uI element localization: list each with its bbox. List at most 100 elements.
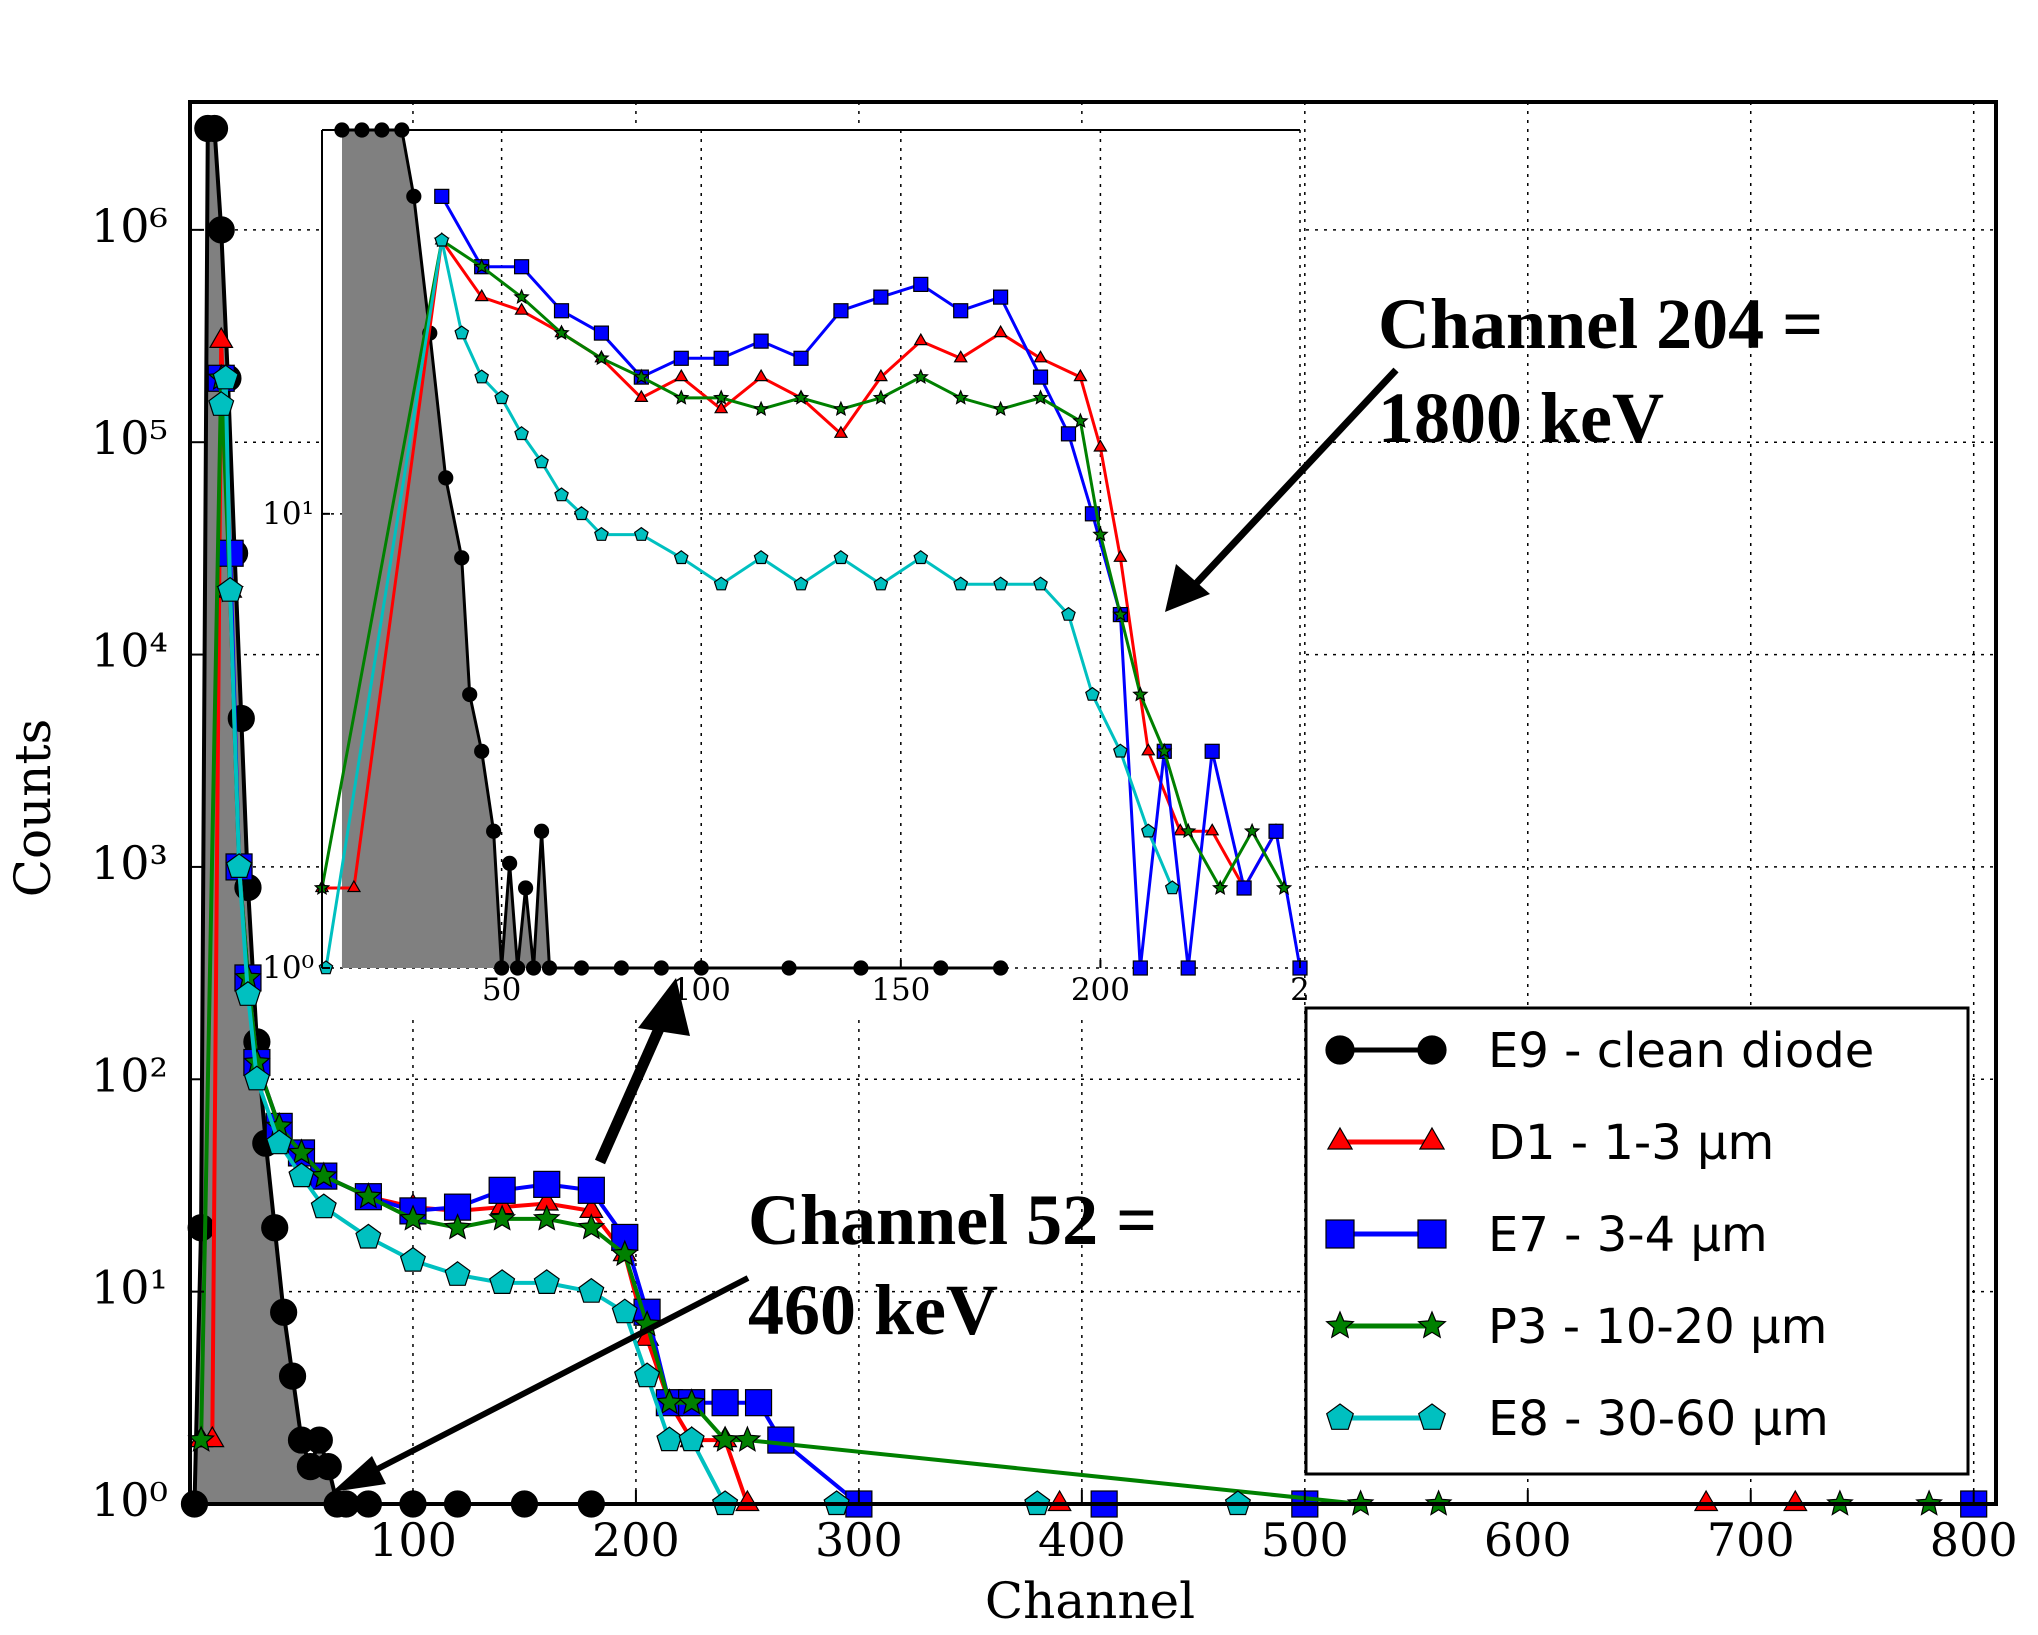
inset-series-4-point (494, 390, 510, 405)
inset-series-1-point (913, 332, 928, 346)
inset-x-tick-label: 150 (871, 972, 930, 1008)
main-series-4-point (399, 1246, 427, 1272)
inset-series-4-point (434, 232, 450, 247)
main-series-3-point (677, 1388, 706, 1415)
inset-series-2-point (1060, 426, 1077, 442)
main-series-3-point (287, 1138, 316, 1165)
inset-series-3-point (713, 389, 730, 405)
inset-series-4-point (873, 576, 889, 591)
legend-marker-end (1418, 1126, 1446, 1150)
main-series-4-point (355, 1223, 382, 1249)
inset-series-2-point (1268, 823, 1284, 839)
legend-marker-end (1417, 1403, 1447, 1430)
legend-marker-end (1417, 1310, 1447, 1339)
inset-series-2-point (434, 188, 450, 204)
main-series-4-point (225, 853, 253, 879)
annotation-channel-204-line2: 1800 keV (1378, 378, 1664, 458)
main-series-4-point (243, 1065, 271, 1091)
inset-series-4-point (1164, 880, 1180, 895)
inset-series-4-point (1112, 743, 1128, 758)
main-x-tick-label: 100 (369, 1513, 457, 1567)
main-series-3-point (488, 1204, 516, 1231)
annotation-channel-204-arrowhead (1165, 564, 1210, 612)
main-series-1-point (208, 326, 234, 348)
main-series-2-point (767, 1426, 795, 1454)
main-series-0-point (187, 1214, 215, 1242)
main-x-tick-label: 400 (1038, 1513, 1126, 1567)
inset-series-0-point (613, 960, 629, 976)
x-axis-label: Channel (985, 1572, 1195, 1630)
legend-item: E7 - 3-4 μm (1325, 1207, 1768, 1263)
main-series-0-fill (194, 128, 592, 1504)
inset-series-2-point (1032, 369, 1049, 385)
main-series-2-point (744, 1389, 773, 1417)
inset-series-4-point (993, 576, 1009, 591)
inset-series-1-point (993, 324, 1008, 338)
inset-series-3-point (593, 349, 610, 366)
inset-series-2-point (593, 325, 610, 341)
main-series-4-point (633, 1362, 661, 1388)
inset-series-0-point (993, 960, 1009, 976)
inset-series-3-point (992, 400, 1009, 417)
main-x-tick-label: 600 (1484, 1513, 1572, 1567)
main-series-3-point (610, 1239, 639, 1267)
inset-series-1-point (1093, 439, 1108, 452)
inset-series-3-point (1156, 742, 1173, 759)
inset-series-4-point (1085, 686, 1100, 701)
main-x-tick-label: 500 (1261, 1513, 1349, 1567)
annotation-channel-52-arrow (358, 1275, 750, 1481)
inset-series-2-point (993, 289, 1009, 305)
inset-series-3-point (1243, 822, 1261, 839)
inset-series-2-point (1180, 960, 1196, 976)
main-series-0-point (305, 1426, 333, 1454)
inset-series-4-point (454, 325, 470, 340)
main-series-4-point (217, 576, 244, 602)
inset-series-0-point (781, 960, 797, 976)
legend-item: D1 - 1-3 μm (1326, 1115, 1774, 1171)
main-y-tick-label: 10⁰ (91, 1473, 168, 1527)
inset-series-0-point (502, 855, 518, 871)
inset-series-0-point (517, 880, 534, 896)
inset-x-tick-label: 2 (1290, 972, 1310, 1008)
inset-series-0-point (653, 960, 669, 976)
inset-series-2-point (1204, 743, 1220, 759)
inset-series-4-point (594, 526, 609, 541)
inset-series-4-point (793, 576, 809, 591)
annotation-channel-52: Channel 52 = 460 keV (332, 1180, 1157, 1492)
inset-series-3-line (320, 237, 1286, 892)
inset-series-0-point (474, 743, 490, 759)
inset-series-0-point (462, 686, 478, 703)
inset-series-3-point (553, 324, 570, 341)
legend-marker-end (1417, 1035, 1447, 1065)
inset-series-1-point (1113, 549, 1128, 562)
legend-marker-start (1325, 1310, 1355, 1339)
inset-series-1-point (1033, 350, 1048, 363)
annotation-channel-204: Channel 204 = 1800 keV (1165, 284, 1823, 612)
inset-series-3-point (1112, 606, 1129, 622)
main-series-0-point (207, 216, 235, 244)
inset-series-0-point (573, 960, 590, 976)
main-y-tick-label: 10⁵ (91, 411, 168, 465)
main-series-4-point (310, 1193, 337, 1219)
inset-series-3-point (912, 368, 929, 385)
inset-series-3-point (952, 389, 969, 405)
inset-series-4-point (633, 526, 649, 541)
inset-series-1-point (634, 389, 649, 402)
inset-series-1-point (1073, 368, 1088, 382)
inset-pointer-arrow (594, 978, 690, 1165)
legend-marker-start (1325, 1219, 1355, 1249)
legend-label: E8 - 30-60 μm (1488, 1391, 1829, 1447)
main-y-tick-label: 10¹ (91, 1261, 168, 1315)
inset-series-2-point (1236, 880, 1252, 896)
main-y-tick-label: 10⁴ (91, 624, 168, 678)
main-series-4-point (234, 981, 262, 1006)
inset-series-3-point (1092, 526, 1109, 542)
main-y-tick-label: 10⁶ (91, 199, 168, 253)
main-series-4-point (444, 1261, 471, 1286)
inset-series-4-point (953, 576, 969, 591)
main-series-2-point (533, 1170, 561, 1198)
inset-series-2-point (553, 303, 570, 319)
inset-series-2-point (793, 350, 809, 366)
